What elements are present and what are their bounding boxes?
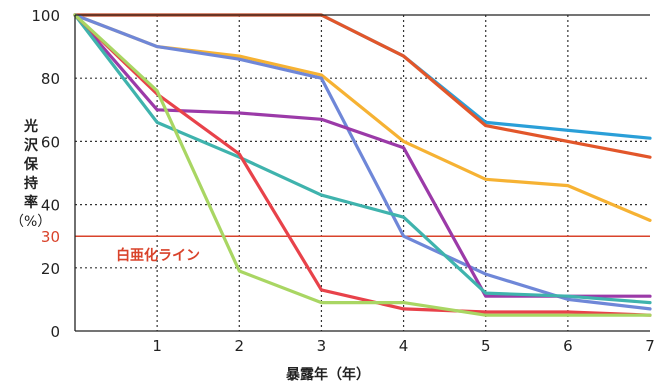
tick-labels: 0 20 40 60 80 100 1 2 3 4 5 6 7 [31,7,654,355]
x-tick-label: 1 [152,337,162,355]
y-tick-label: 0 [50,323,60,341]
x-axis-label: 暴露年（年） [286,367,370,383]
y-axis-label-char: 光 [24,119,38,135]
chalking-line-label: 白亜化ライン [116,247,200,264]
series-line [73,13,652,159]
x-tick-label: 3 [317,337,327,355]
y-axis-label-unit: （%） [10,214,52,230]
x-tick-label: 5 [481,337,491,355]
series-line [73,13,652,140]
series-line [73,13,652,311]
y-axis-label-char: 率 [24,195,38,211]
series-group [73,13,652,317]
x-tick-label: 2 [235,337,245,355]
series-line [73,13,652,317]
x-tick-label: 4 [399,337,409,355]
chalking-line-tick-label: 30 [41,228,60,246]
chalking-line: 白亜化ライン 30 [41,228,650,264]
y-tick-label: 80 [41,70,60,88]
y-axis-label-char: 保 [24,157,38,173]
grid [75,15,650,331]
series-line [73,13,652,317]
y-tick-label: 20 [41,260,60,278]
x-tick-label: 7 [645,337,655,355]
y-tick-label: 40 [41,197,60,215]
y-axis-label-char: 沢 [24,138,38,154]
y-axis-label: 光 沢 保 持 率 （%） [10,118,51,232]
y-tick-label: 100 [31,7,60,25]
y-axis-label-char: 持 [24,176,38,192]
axes [74,14,650,332]
series-line [73,13,652,305]
y-tick-label: 60 [41,133,60,151]
x-tick-label: 6 [563,337,573,355]
